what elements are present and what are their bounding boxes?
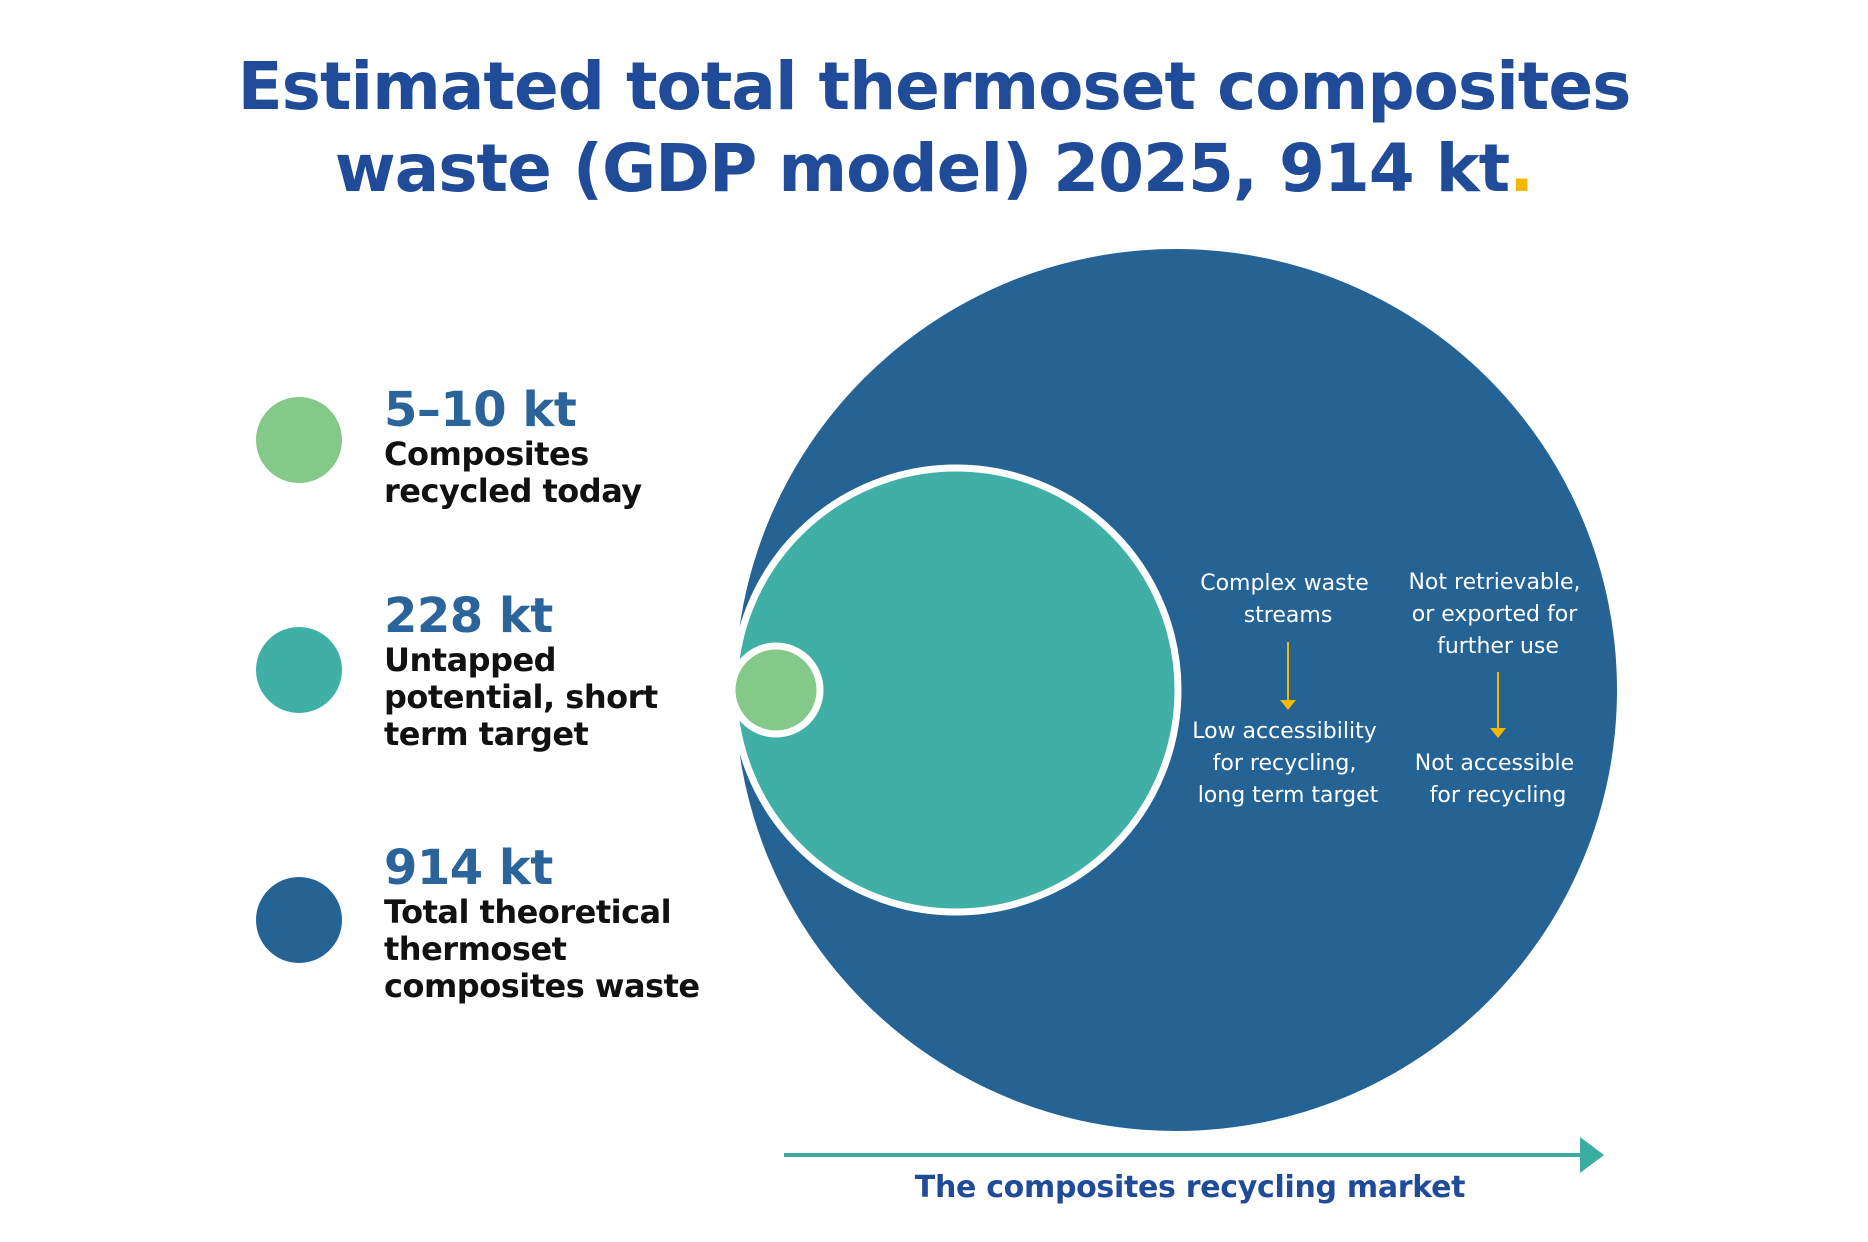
legend-value-untapped: 228 kt bbox=[384, 588, 553, 644]
legend-swatch-recycled-today bbox=[256, 397, 342, 483]
legend-swatch-total bbox=[256, 877, 342, 963]
legend-item-untapped: 228 kt Untapped potential, short term ta… bbox=[384, 590, 784, 753]
arrow-col1-head bbox=[1280, 700, 1296, 710]
label-low-accessibility-line2: for recycling, bbox=[1213, 751, 1357, 776]
title-text-line2: waste (GDP model) 2025, 914 kt bbox=[334, 130, 1510, 207]
label-not-accessible: Not accessible for recycling bbox=[1415, 751, 1581, 808]
title-text-line1: Estimated total thermoset composites bbox=[237, 48, 1632, 125]
label-not-accessible-line1: Not accessible bbox=[1415, 751, 1574, 776]
label-complex-waste-line2: streams bbox=[1244, 603, 1333, 628]
chart-title: Estimated total thermoset composites was… bbox=[0, 46, 1868, 210]
legend-desc-total: Total theoretical thermoset composites w… bbox=[384, 893, 700, 1005]
market-arrow-head bbox=[1580, 1137, 1604, 1173]
recycled-today-circle bbox=[728, 642, 824, 738]
legend-swatch-untapped bbox=[256, 627, 342, 713]
market-axis-label: The composites recycling market bbox=[914, 1170, 1466, 1205]
legend-value-total: 914 kt bbox=[384, 840, 553, 896]
legend-desc-untapped: Untapped potential, short term target bbox=[384, 641, 658, 753]
label-low-accessibility-line3: long term target bbox=[1198, 783, 1379, 808]
label-not-retrievable-line1: Not retrievable, bbox=[1408, 570, 1580, 595]
label-low-accessibility: Low accessibility for recycling, long te… bbox=[1192, 719, 1384, 808]
label-complex-waste: Complex waste streams bbox=[1200, 571, 1376, 628]
arrow-col2-head bbox=[1490, 728, 1506, 738]
legend-value-recycled-today: 5–10 kt bbox=[384, 382, 577, 438]
label-complex-waste-line1: Complex waste bbox=[1200, 571, 1369, 596]
legend-item-total: 914 kt Total theoretical thermoset compo… bbox=[384, 842, 784, 1005]
label-not-retrievable-line2: or exported for bbox=[1412, 602, 1578, 627]
label-not-retrievable-line3: further use bbox=[1437, 634, 1559, 659]
label-not-retrievable: Not retrievable, or exported for further… bbox=[1408, 570, 1587, 659]
label-low-accessibility-line1: Low accessibility bbox=[1192, 719, 1377, 744]
title-end-dot: . bbox=[1509, 130, 1534, 207]
label-not-accessible-line2: for recycling bbox=[1430, 783, 1567, 808]
legend-desc-recycled-today: Composites recycled today bbox=[384, 435, 642, 510]
legend-item-recycled-today: 5–10 kt Composites recycled today bbox=[384, 384, 784, 510]
